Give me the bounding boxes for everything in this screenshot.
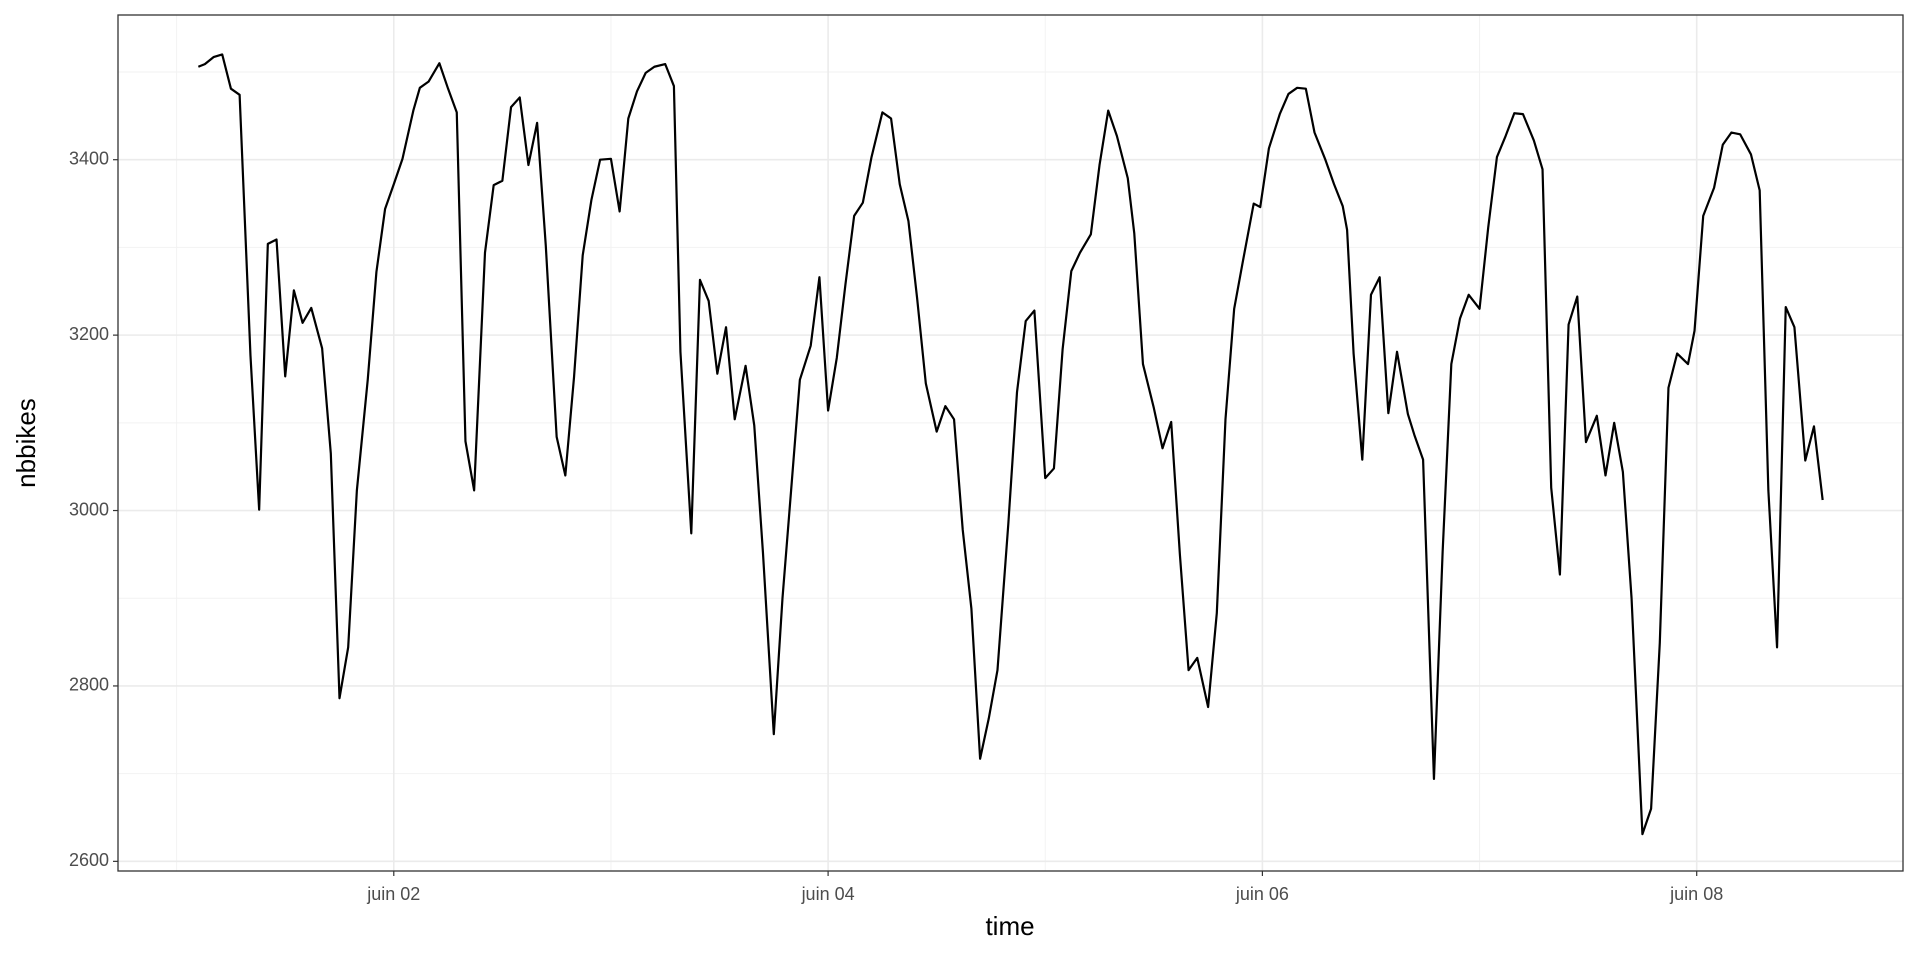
y-axis-title: nbbikes bbox=[11, 398, 41, 488]
x-tick-label: juin 02 bbox=[366, 884, 420, 904]
y-tick-label: 3200 bbox=[69, 324, 109, 344]
y-tick-label: 3000 bbox=[69, 499, 109, 519]
x-tick-label: juin 04 bbox=[801, 884, 855, 904]
y-tick-label: 2800 bbox=[69, 675, 109, 695]
x-tick-label: juin 06 bbox=[1235, 884, 1289, 904]
y-tick-label: 3400 bbox=[69, 148, 109, 168]
panel-border bbox=[117, 14, 1904, 872]
x-tick-label: juin 08 bbox=[1669, 884, 1723, 904]
data-line bbox=[197, 53, 1824, 836]
y-tick-label: 2600 bbox=[69, 850, 109, 870]
x-axis-title: time bbox=[985, 911, 1034, 941]
